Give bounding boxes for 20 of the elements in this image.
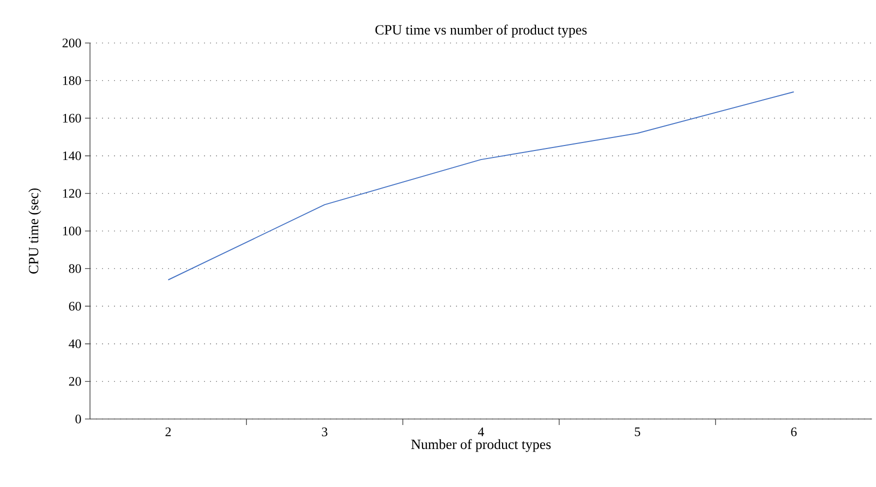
x-tick-label: 2 xyxy=(166,428,171,436)
line-series xyxy=(168,91,794,280)
y-tick-label: 120 xyxy=(63,189,81,198)
y-tick-label: 200 xyxy=(62,38,81,48)
x-tick-label: 5 xyxy=(634,428,640,436)
y-tick-label: 60 xyxy=(69,302,81,311)
x-tick-label: 3 xyxy=(322,428,328,436)
y-tick-label: 80 xyxy=(68,264,81,273)
y-tick-label: 160 xyxy=(63,114,81,123)
x-axis-title: Number of product types xyxy=(411,439,551,452)
x-tick-label: 4 xyxy=(478,428,484,436)
y-axis-title: CPU time (sec) xyxy=(28,188,42,274)
y-tick-label: 20 xyxy=(69,377,81,386)
y-tick-label: 0 xyxy=(75,414,81,424)
y-tick-label: 40 xyxy=(68,339,81,348)
chart-title: CPU time vs number of product types xyxy=(375,24,587,38)
y-tick-label: 100 xyxy=(63,226,81,236)
y-tick-label: 140 xyxy=(63,151,81,160)
x-tick-label: 6 xyxy=(791,428,797,436)
y-tick-label: 180 xyxy=(63,76,81,85)
